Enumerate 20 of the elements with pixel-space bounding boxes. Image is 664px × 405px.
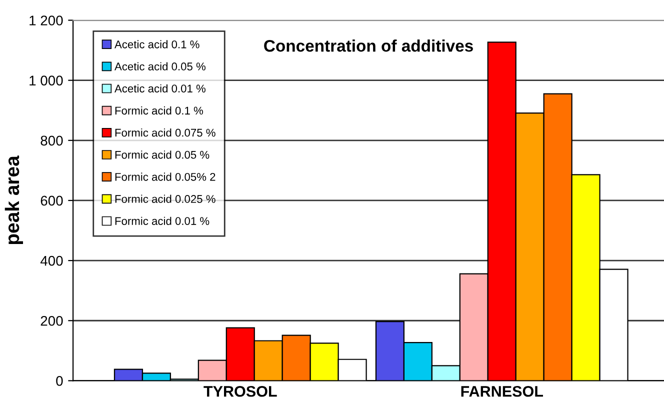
y-tick-label: 600 (40, 196, 63, 206)
legend-label: Formic acid 0.075 % (115, 128, 216, 137)
y-tick-label: 200 (40, 316, 63, 326)
y-tick-label: 1 000 (30, 76, 63, 86)
legend-label: Acetic acid 0.05 % (114, 62, 206, 70)
text: Concentration of additives (264, 40, 473, 52)
legend-label: Formic acid 0.05 % (115, 150, 210, 159)
legend-label: Acetic acid 0.1 % (114, 40, 200, 48)
y-tick-label: 800 (40, 136, 63, 146)
legend-label: Formic acid 0.01 % (115, 216, 210, 225)
legend-label: Formic acid 0.1 % (115, 106, 203, 115)
x-tick-label: TYROSOL (204, 386, 277, 397)
y-tick-label: 1 200 (30, 16, 63, 26)
y-axis-title: peak area (4, 155, 24, 244)
legend-label: Acetic acid 0.01 % (114, 84, 206, 92)
legend-label: Formic acid 0.025 % (115, 194, 216, 203)
y-tick-label: 400 (40, 256, 63, 266)
legend-label: Formic acid 0.05% 2 (115, 172, 216, 181)
x-tick-label: FARNESOL (461, 386, 544, 397)
y-tick-label: 0 (56, 376, 63, 386)
